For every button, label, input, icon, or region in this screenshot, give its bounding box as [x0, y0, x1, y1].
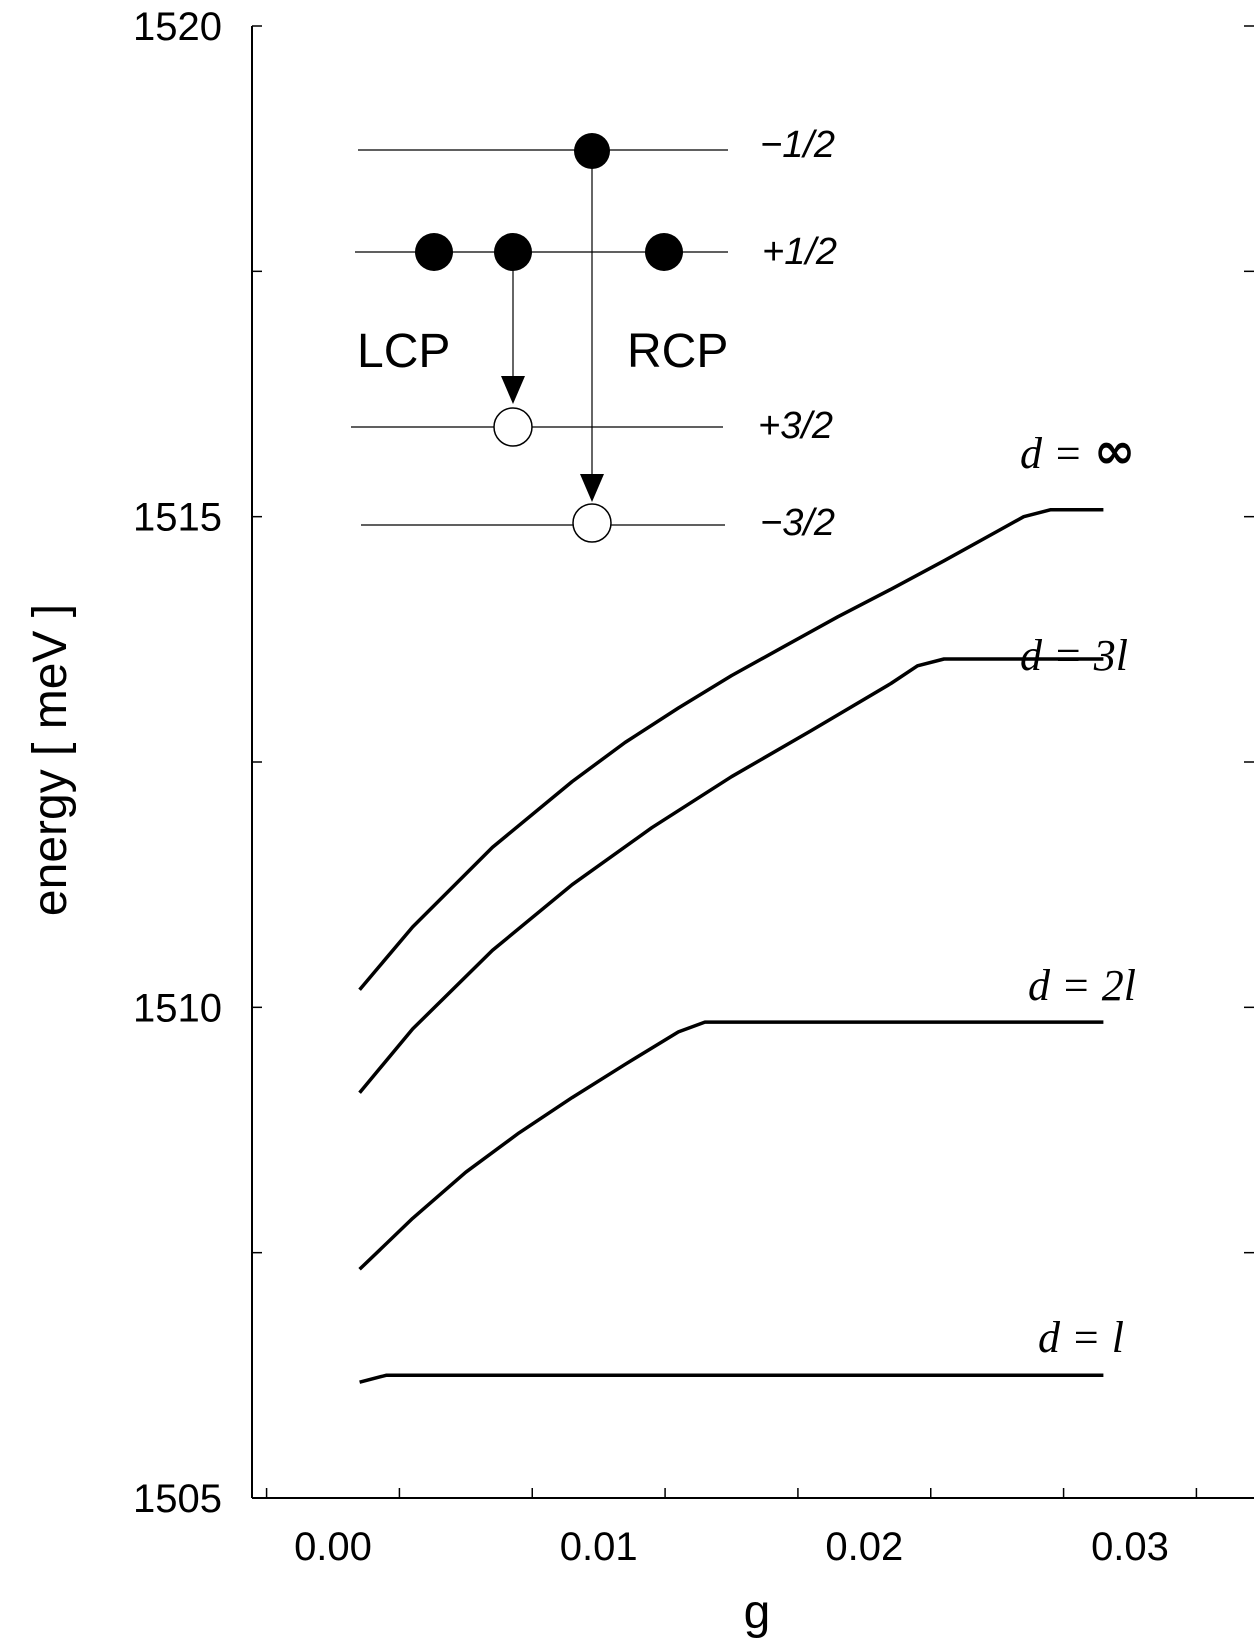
series-line-d-2l [358, 1020, 1104, 1271]
filled-state-dot [645, 233, 683, 271]
level-diagram-inset: −1/2 +1/2 +3/2 −3/2 LCP RCP [351, 124, 837, 544]
series-line-d-l [359, 1373, 1104, 1384]
series-label-prefix: d = [1020, 631, 1094, 680]
series-label-prefix: d = [1038, 1313, 1112, 1362]
x-axis-title: g [744, 1586, 771, 1639]
series-labels: d = ∞ d = 3l d = 2l d = l [1020, 422, 1136, 1362]
axis-ticks [252, 25, 1254, 1499]
series-line-d-3l [358, 657, 1104, 1094]
x-tick-label: 0.02 [825, 1525, 903, 1569]
series-line-d-infinity [358, 508, 1104, 991]
y-axis-title: energy [ meV ] [24, 604, 77, 916]
level-label-plus-three-halves: +3/2 [758, 405, 833, 447]
level-label-plus-half: +1/2 [762, 231, 837, 273]
series-label-d-l: d = l [1038, 1313, 1124, 1362]
series-label-prefix: d = [1028, 961, 1102, 1010]
filled-state-dot [415, 233, 453, 271]
filled-state-dot [494, 233, 532, 271]
rcp-arrowhead [580, 474, 604, 502]
x-tick-label: 0.03 [1091, 1525, 1169, 1569]
open-state-circle [572, 503, 612, 543]
series-label-value: 3l [1093, 631, 1128, 680]
level-label-minus-three-halves: −3/2 [760, 502, 835, 544]
axes-frame [251, 26, 1254, 1499]
series-label-value: 2l [1102, 961, 1136, 1010]
open-state-circle [493, 407, 533, 447]
y-tick-label: 1510 [133, 986, 222, 1030]
y-tick-label: 1520 [133, 5, 222, 49]
series-label-d-infinity: d = ∞ [1020, 422, 1135, 480]
series-label-d-2l: d = 2l [1028, 961, 1136, 1010]
y-tick-labels: 1505 1510 1515 1520 [133, 5, 222, 1521]
level-label-minus-half: −1/2 [760, 124, 835, 166]
filled-state-dot [574, 133, 610, 169]
series-label-d-3l: d = 3l [1020, 631, 1128, 680]
y-tick-label: 1505 [133, 1477, 222, 1521]
series-lines [358, 508, 1104, 1384]
series-label-value: l [1112, 1313, 1124, 1362]
lcp-label: LCP [357, 325, 450, 378]
x-tick-labels: 0.00 0.01 0.02 0.03 [294, 1525, 1169, 1569]
series-label-value: ∞ [1094, 422, 1136, 480]
series-label-prefix: d = [1020, 429, 1094, 478]
x-tick-label: 0.00 [294, 1525, 372, 1569]
y-tick-label: 1515 [133, 496, 222, 540]
x-tick-label: 0.01 [560, 1525, 638, 1569]
lcp-arrowhead [501, 376, 525, 404]
rcp-label: RCP [627, 325, 728, 378]
